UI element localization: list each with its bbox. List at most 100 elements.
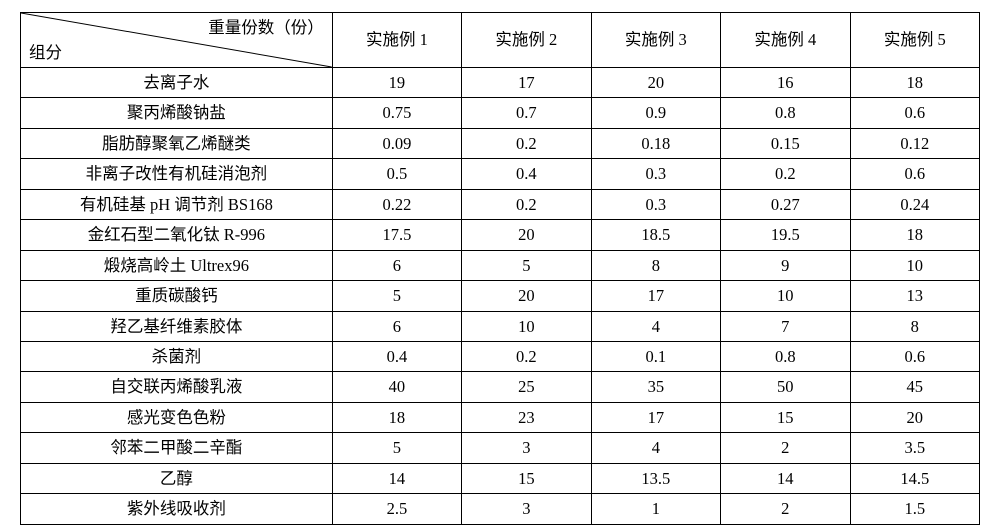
table-row: 杀菌剂0.40.20.10.80.6	[21, 341, 980, 371]
row-label: 自交联丙烯酸乳液	[21, 372, 333, 402]
cell-value: 25	[462, 372, 591, 402]
col-example-4: 实施例 4	[721, 13, 850, 68]
row-label: 煅烧高岭土 Ultrex96	[21, 250, 333, 280]
table-row: 煅烧高岭土 Ultrex96658910	[21, 250, 980, 280]
table-row: 去离子水1917201618	[21, 68, 980, 98]
cell-value: 3	[462, 433, 591, 463]
table-row: 有机硅基 pH 调节剂 BS1680.220.20.30.270.24	[21, 189, 980, 219]
cell-value: 20	[462, 220, 591, 250]
row-label: 感光变色色粉	[21, 402, 333, 432]
cell-value: 7	[721, 311, 850, 341]
table-row: 乙醇141513.51414.5	[21, 463, 980, 493]
cell-value: 18	[332, 402, 461, 432]
table-row: 金红石型二氧化钛 R-99617.52018.519.518	[21, 220, 980, 250]
col-example-5: 实施例 5	[850, 13, 980, 68]
cell-value: 18	[850, 68, 980, 98]
cell-value: 10	[462, 311, 591, 341]
cell-value: 20	[462, 281, 591, 311]
cell-value: 0.4	[332, 341, 461, 371]
cell-value: 3.5	[850, 433, 980, 463]
page: 重量份数（份） 组分 实施例 1 实施例 2 实施例 3 实施例 4 实施例 5…	[0, 0, 1000, 520]
cell-value: 0.18	[591, 128, 720, 158]
cell-value: 5	[332, 433, 461, 463]
cell-value: 17	[591, 402, 720, 432]
cell-value: 19	[332, 68, 461, 98]
row-label: 金红石型二氧化钛 R-996	[21, 220, 333, 250]
cell-value: 0.3	[591, 159, 720, 189]
cell-value: 13.5	[591, 463, 720, 493]
table-row: 自交联丙烯酸乳液4025355045	[21, 372, 980, 402]
cell-value: 14	[721, 463, 850, 493]
cell-value: 0.24	[850, 189, 980, 219]
cell-value: 0.6	[850, 159, 980, 189]
cell-value: 17	[591, 281, 720, 311]
cell-value: 0.8	[721, 98, 850, 128]
cell-value: 6	[332, 311, 461, 341]
cell-value: 15	[462, 463, 591, 493]
row-label: 有机硅基 pH 调节剂 BS168	[21, 189, 333, 219]
cell-value: 17.5	[332, 220, 461, 250]
cell-value: 0.3	[591, 189, 720, 219]
cell-value: 20	[850, 402, 980, 432]
cell-value: 0.6	[850, 98, 980, 128]
cell-value: 0.2	[462, 341, 591, 371]
cell-value: 17	[462, 68, 591, 98]
cell-value: 14.5	[850, 463, 980, 493]
cell-value: 23	[462, 402, 591, 432]
cell-value: 0.4	[462, 159, 591, 189]
cell-value: 8	[591, 250, 720, 280]
cell-value: 16	[721, 68, 850, 98]
table-row: 羟乙基纤维素胶体610478	[21, 311, 980, 341]
cell-value: 40	[332, 372, 461, 402]
cell-value: 10	[850, 250, 980, 280]
cell-value: 18.5	[591, 220, 720, 250]
table-row: 重质碳酸钙520171013	[21, 281, 980, 311]
cell-value: 5	[462, 250, 591, 280]
diagonal-header-cell: 重量份数（份） 组分	[21, 13, 333, 68]
cell-value: 2.5	[332, 494, 461, 524]
row-label: 邻苯二甲酸二辛酯	[21, 433, 333, 463]
cell-value: 0.27	[721, 189, 850, 219]
cell-value: 1	[591, 494, 720, 524]
cell-value: 0.1	[591, 341, 720, 371]
cell-value: 0.6	[850, 341, 980, 371]
table-row: 脂肪醇聚氧乙烯醚类0.090.20.180.150.12	[21, 128, 980, 158]
col-example-3: 实施例 3	[591, 13, 720, 68]
cell-value: 45	[850, 372, 980, 402]
cell-value: 0.2	[462, 189, 591, 219]
row-label: 聚丙烯酸钠盐	[21, 98, 333, 128]
cell-value: 1.5	[850, 494, 980, 524]
header-parts-label: 重量份数（份）	[208, 17, 324, 38]
header-component-label: 组分	[29, 42, 62, 63]
cell-value: 0.2	[462, 128, 591, 158]
cell-value: 50	[721, 372, 850, 402]
table-row: 邻苯二甲酸二辛酯53423.5	[21, 433, 980, 463]
table-body: 去离子水1917201618聚丙烯酸钠盐0.750.70.90.80.6脂肪醇聚…	[21, 68, 980, 525]
table-row: 非离子改性有机硅消泡剂0.50.40.30.20.6	[21, 159, 980, 189]
cell-value: 9	[721, 250, 850, 280]
cell-value: 15	[721, 402, 850, 432]
cell-value: 19.5	[721, 220, 850, 250]
cell-value: 35	[591, 372, 720, 402]
row-label: 羟乙基纤维素胶体	[21, 311, 333, 341]
col-example-1: 实施例 1	[332, 13, 461, 68]
cell-value: 0.09	[332, 128, 461, 158]
cell-value: 5	[332, 281, 461, 311]
col-example-2: 实施例 2	[462, 13, 591, 68]
row-label: 重质碳酸钙	[21, 281, 333, 311]
row-label: 非离子改性有机硅消泡剂	[21, 159, 333, 189]
row-label: 脂肪醇聚氧乙烯醚类	[21, 128, 333, 158]
cell-value: 0.9	[591, 98, 720, 128]
cell-value: 0.2	[721, 159, 850, 189]
row-label: 去离子水	[21, 68, 333, 98]
cell-value: 13	[850, 281, 980, 311]
cell-value: 10	[721, 281, 850, 311]
cell-value: 0.5	[332, 159, 461, 189]
cell-value: 0.75	[332, 98, 461, 128]
header-row: 重量份数（份） 组分 实施例 1 实施例 2 实施例 3 实施例 4 实施例 5	[21, 13, 980, 68]
row-label: 乙醇	[21, 463, 333, 493]
cell-value: 0.12	[850, 128, 980, 158]
cell-value: 20	[591, 68, 720, 98]
cell-value: 0.22	[332, 189, 461, 219]
cell-value: 8	[850, 311, 980, 341]
